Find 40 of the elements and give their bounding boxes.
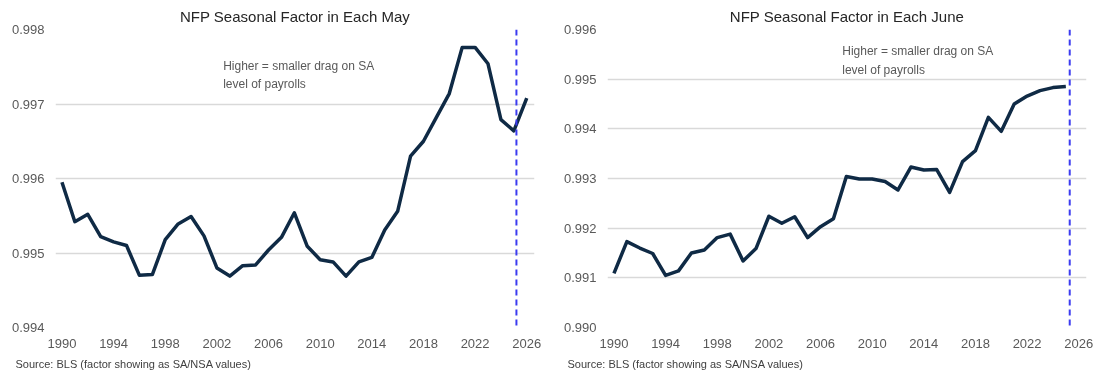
y-tick-label: 0.998 — [11, 22, 45, 37]
x-tick-label: 2018 — [409, 335, 438, 351]
y-tick-label: 0.997 — [11, 96, 45, 112]
x-tick-label: 2014 — [357, 335, 387, 351]
x-tick-label: 1998 — [150, 335, 180, 351]
y-tick-label: 0.995 — [563, 71, 597, 87]
source-note: Source: BLS (factor showing as SA/NSA values) — [15, 357, 251, 370]
x-tick-label: 1998 — [702, 335, 732, 351]
x-tick-label: 2002 — [202, 335, 232, 351]
x-tick-label: 2006 — [254, 335, 283, 351]
annotation: Higher = smaller drag on SA level of payrolls — [842, 44, 994, 77]
y-tick-label: 0.996 — [11, 171, 45, 186]
chart-title: NFP Seasonal Factor in Each May — [179, 7, 411, 25]
y-tick-label: 0.993 — [563, 171, 597, 186]
x-tick-label: 2026 — [512, 335, 542, 351]
chart-title: NFP Seasonal Factor in Each June — [729, 7, 964, 25]
x-tick-label: 2002 — [754, 335, 784, 351]
x-tick-label: 2010 — [305, 335, 335, 351]
y-tick-label: 0.995 — [11, 245, 45, 261]
x-tick-label: 2018 — [961, 335, 990, 351]
y-tick-label: 0.992 — [563, 220, 597, 236]
x-tick-label: 1990 — [47, 335, 77, 351]
x-tick-label: 2006 — [806, 335, 835, 351]
annotation: Higher = smaller drag on SA level of payrolls — [223, 59, 375, 92]
x-tick-label: 2026 — [1064, 335, 1094, 351]
y-tick-label: 0.990 — [563, 320, 597, 335]
line-series — [60, 45, 529, 278]
x-tick-label: 2010 — [857, 335, 887, 351]
source-note: Source: BLS (factor showing as SA/NSA values) — [567, 357, 803, 370]
y-tick-label: 0.994 — [563, 121, 597, 137]
x-tick-label: 2022 — [460, 335, 490, 351]
x-tick-label: 1994 — [651, 335, 681, 351]
x-tick-label: 1990 — [599, 335, 629, 351]
line-series — [612, 84, 1068, 278]
x-tick-label: 2022 — [1012, 335, 1042, 351]
x-tick-label: 2014 — [909, 335, 939, 351]
y-tick-label: 0.991 — [563, 270, 597, 286]
x-tick-label: 1994 — [99, 335, 129, 351]
y-tick-label: 0.996 — [563, 22, 597, 37]
y-tick-label: 0.994 — [11, 320, 45, 335]
